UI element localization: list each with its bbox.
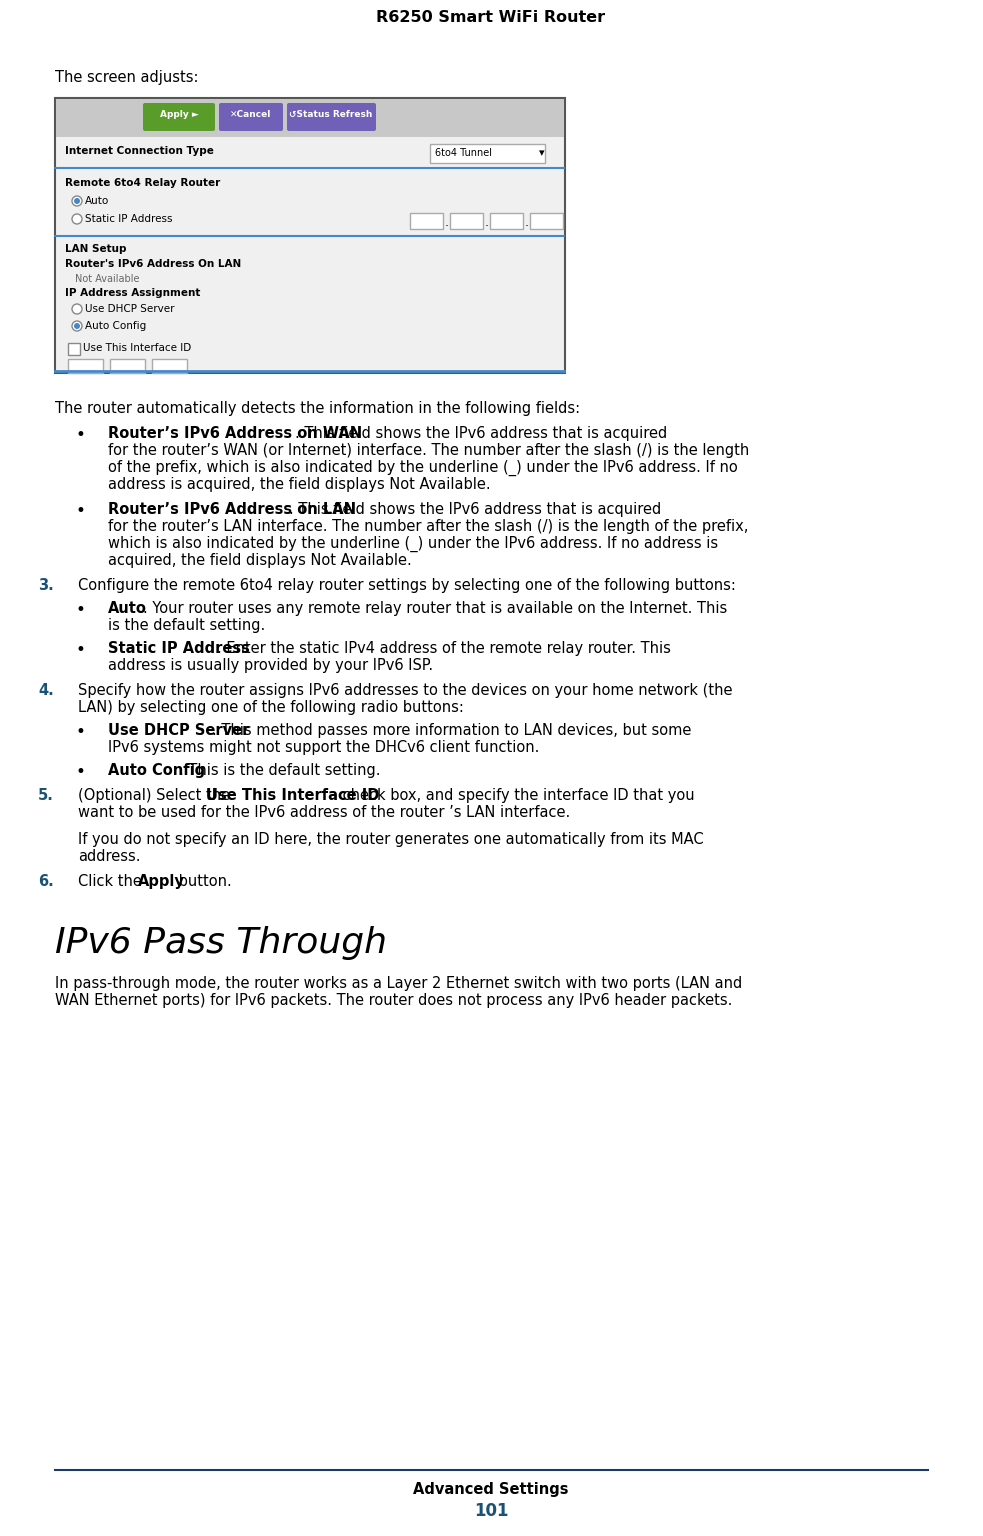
FancyBboxPatch shape (410, 214, 443, 229)
Text: Specify how the router assigns IPv6 addresses to the devices on your home networ: Specify how the router assigns IPv6 addr… (78, 684, 732, 697)
Text: (Optional) Select the: (Optional) Select the (78, 788, 235, 803)
Circle shape (74, 323, 80, 329)
Text: 3.: 3. (38, 578, 54, 593)
Text: •: • (75, 763, 85, 780)
Text: . This method passes more information to LAN devices, but some: . This method passes more information to… (212, 723, 691, 737)
Text: The router automatically detects the information in the following fields:: The router automatically detects the inf… (55, 401, 580, 416)
Text: .: . (485, 217, 489, 229)
Text: •: • (75, 641, 85, 659)
FancyBboxPatch shape (143, 103, 215, 131)
Text: address.: address. (78, 849, 141, 863)
Text: IP Address Assignment: IP Address Assignment (65, 289, 201, 298)
Text: Click the: Click the (78, 874, 146, 889)
FancyBboxPatch shape (68, 343, 80, 355)
Text: ✕Cancel: ✕Cancel (230, 111, 271, 118)
Text: ↺Status Refresh: ↺Status Refresh (289, 111, 373, 118)
Text: acquired, the field displays Not Available.: acquired, the field displays Not Availab… (108, 553, 412, 568)
Text: . Enter the static IPv4 address of the remote relay router. This: . Enter the static IPv4 address of the r… (217, 641, 670, 656)
Text: check box, and specify the interface ID that you: check box, and specify the interface ID … (338, 788, 695, 803)
Text: LAN Setup: LAN Setup (65, 244, 127, 253)
Text: WAN Ethernet ports) for IPv6 packets. The router does not process any IPv6 heade: WAN Ethernet ports) for IPv6 packets. Th… (55, 992, 732, 1008)
Text: R6250 Smart WiFi Router: R6250 Smart WiFi Router (376, 11, 606, 25)
Text: Router’s IPv6 Address on LAN: Router’s IPv6 Address on LAN (108, 502, 356, 518)
Text: . This is the default setting.: . This is the default setting. (179, 763, 380, 779)
Circle shape (72, 321, 82, 330)
Text: Static IP Address: Static IP Address (108, 641, 250, 656)
FancyBboxPatch shape (530, 214, 563, 229)
Text: The screen adjusts:: The screen adjusts: (55, 71, 199, 84)
Text: Advanced Settings: Advanced Settings (413, 1482, 569, 1498)
Text: Internet Connection Type: Internet Connection Type (65, 146, 214, 157)
Text: Remote 6to4 Relay Router: Remote 6to4 Relay Router (65, 178, 220, 187)
Text: Use DHCP Server: Use DHCP Server (85, 304, 175, 313)
Text: for the router’s LAN interface. The number after the slash (/) is the length of : for the router’s LAN interface. The numb… (108, 519, 748, 535)
FancyBboxPatch shape (110, 359, 145, 373)
Text: 6to4 Tunnel: 6to4 Tunnel (435, 147, 492, 158)
Circle shape (74, 198, 80, 204)
Text: address is acquired, the field displays Not Available.: address is acquired, the field displays … (108, 478, 491, 492)
Text: . This field shows the IPv6 address that is acquired: . This field shows the IPv6 address that… (295, 425, 667, 441)
Text: Router’s IPv6 Address on WAN: Router’s IPv6 Address on WAN (108, 425, 362, 441)
Circle shape (72, 197, 82, 206)
Text: .: . (445, 217, 449, 229)
Text: Auto Config: Auto Config (108, 763, 205, 779)
FancyBboxPatch shape (219, 103, 283, 131)
Text: for the router’s WAN (or Internet) interface. The number after the slash (/) is : for the router’s WAN (or Internet) inter… (108, 442, 749, 458)
Text: is the default setting.: is the default setting. (108, 617, 265, 633)
Text: IPv6 systems might not support the DHCv6 client function.: IPv6 systems might not support the DHCv6… (108, 740, 540, 756)
Text: •: • (75, 502, 85, 521)
Circle shape (72, 214, 82, 224)
Text: Use This Interface ID: Use This Interface ID (206, 788, 379, 803)
Text: . Your router uses any remote relay router that is available on the Internet. Th: . Your router uses any remote relay rout… (143, 601, 727, 616)
Text: Use This Interface ID: Use This Interface ID (83, 343, 192, 353)
FancyBboxPatch shape (56, 98, 564, 137)
Text: 6.: 6. (38, 874, 54, 889)
Text: Configure the remote 6to4 relay router settings by selecting one of the followin: Configure the remote 6to4 relay router s… (78, 578, 736, 593)
Text: LAN) by selecting one of the following radio buttons:: LAN) by selecting one of the following r… (78, 700, 464, 714)
FancyBboxPatch shape (68, 359, 103, 373)
Text: Not Available: Not Available (75, 273, 140, 284)
Text: Auto: Auto (85, 197, 109, 206)
Text: Static IP Address: Static IP Address (85, 214, 172, 224)
FancyBboxPatch shape (430, 144, 545, 163)
Text: 4.: 4. (38, 684, 54, 697)
Text: which is also indicated by the underline (_) under the IPv6 address. If no addre: which is also indicated by the underline… (108, 536, 719, 553)
Text: If you do not specify an ID here, the router generates one automatically from it: If you do not specify an ID here, the ro… (78, 833, 704, 846)
Text: Apply: Apply (138, 874, 185, 889)
Text: 101: 101 (474, 1502, 508, 1521)
Text: button.: button. (174, 874, 232, 889)
FancyBboxPatch shape (490, 214, 523, 229)
Text: Auto: Auto (108, 601, 146, 616)
Text: 5.: 5. (38, 788, 54, 803)
FancyBboxPatch shape (287, 103, 376, 131)
Text: Router's IPv6 Address On LAN: Router's IPv6 Address On LAN (65, 260, 241, 269)
FancyBboxPatch shape (450, 214, 483, 229)
Text: IPv6 Pass Through: IPv6 Pass Through (55, 926, 387, 960)
Text: In pass-through mode, the router works as a Layer 2 Ethernet switch with two por: In pass-through mode, the router works a… (55, 975, 742, 991)
Text: of the prefix, which is also indicated by the underline (_) under the IPv6 addre: of the prefix, which is also indicated b… (108, 459, 738, 476)
Text: Use DHCP Server: Use DHCP Server (108, 723, 250, 737)
Text: •: • (75, 425, 85, 444)
Text: . This field shows the IPv6 address that is acquired: . This field shows the IPv6 address that… (289, 502, 662, 518)
Text: want to be used for the IPv6 address of the router ’s LAN interface.: want to be used for the IPv6 address of … (78, 805, 570, 820)
Text: Auto Config: Auto Config (85, 321, 146, 330)
Text: address is usually provided by your IPv6 ISP.: address is usually provided by your IPv6… (108, 657, 434, 673)
Circle shape (72, 304, 82, 313)
Text: Apply ►: Apply ► (159, 111, 199, 118)
FancyBboxPatch shape (55, 98, 565, 373)
Text: •: • (75, 723, 85, 740)
FancyBboxPatch shape (152, 359, 187, 373)
Text: ▾: ▾ (539, 147, 545, 158)
Text: .: . (525, 217, 529, 229)
Text: •: • (75, 601, 85, 619)
